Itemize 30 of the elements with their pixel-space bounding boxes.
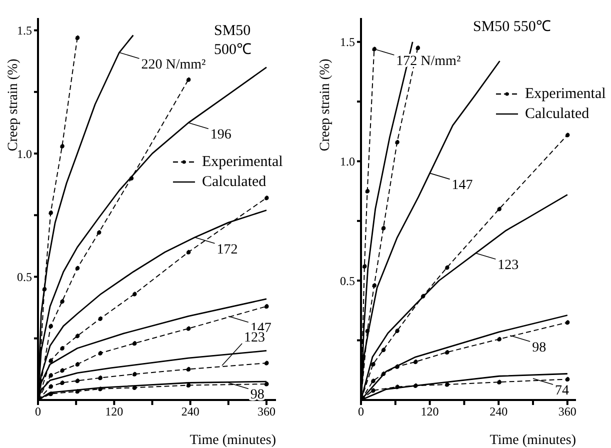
text: SM50 500℃ [214, 22, 252, 60]
annotation: 147 [452, 178, 473, 194]
chart-title: SM50 550℃ [473, 18, 552, 37]
annotation: 74 [555, 384, 569, 399]
x-tick-label: 120 [105, 404, 124, 419]
x-tick-label: 240 [181, 404, 200, 419]
y-axis-title: Creep strain (%) [318, 58, 333, 152]
annotation: 98 [250, 388, 264, 403]
y-tick-label: 0.5 [340, 274, 355, 288]
x-axis-title: Time (minutes) [190, 433, 276, 448]
legend-label: Calculated [202, 173, 266, 192]
x-tick-label: 0 [35, 404, 41, 419]
x-tick-label: 120 [420, 404, 439, 419]
annotation: 98 [532, 340, 546, 356]
y-tick-label: 1.5 [340, 35, 355, 50]
annotation: 172 [216, 242, 238, 258]
y-tick-label: 1.0 [340, 154, 355, 169]
x-tick-label: 360 [558, 404, 576, 419]
annotation: 220 N/mm² [141, 58, 206, 73]
y-tick-label: 0.5 [17, 270, 32, 284]
legend-label: Experimental [202, 153, 283, 172]
x-axis-title: Time (minutes) [490, 433, 576, 448]
annotation: 123 [498, 258, 519, 274]
x-tick-label: 360 [257, 404, 276, 419]
annotation: 196 [210, 128, 232, 143]
legend-label: Experimental [525, 85, 606, 104]
legend-label: Calculated [525, 105, 590, 124]
x-tick-label: 240 [490, 404, 508, 419]
x-tick-label: 0 [358, 404, 364, 419]
y-tick-label: 1.5 [17, 24, 32, 38]
